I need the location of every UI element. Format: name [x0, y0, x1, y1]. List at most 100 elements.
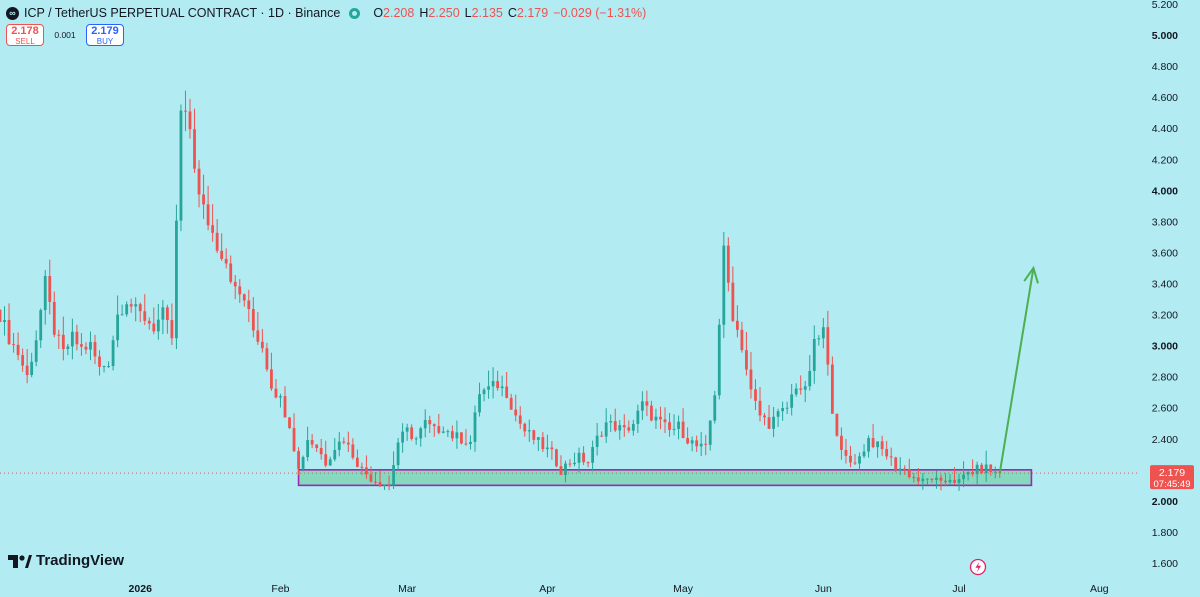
- candle: [527, 419, 531, 442]
- candle: [256, 312, 260, 345]
- candle: [695, 435, 699, 453]
- candle-body: [175, 220, 178, 339]
- candle: [342, 437, 346, 445]
- candle-body: [640, 401, 644, 411]
- candle-body: [351, 444, 355, 458]
- candle: [238, 279, 242, 303]
- candle: [862, 444, 866, 459]
- candle-body: [423, 419, 427, 429]
- candle-body: [116, 314, 120, 341]
- candle: [487, 370, 490, 399]
- candle: [333, 438, 337, 462]
- candle-body: [704, 443, 708, 445]
- candle: [450, 425, 454, 442]
- candle-body: [39, 310, 43, 341]
- candle: [564, 460, 567, 483]
- price-axis[interactable]: 5.200 5.000 4.800 4.600 4.400 4.200 4.000 3.800…: [1152, 0, 1178, 570]
- candle-body: [138, 304, 142, 312]
- price-tick-label: 5.000: [1152, 30, 1178, 42]
- candle-body: [622, 425, 626, 428]
- candle-body: [717, 324, 721, 396]
- candle: [34, 330, 38, 367]
- candle: [197, 160, 201, 208]
- candle-body: [188, 111, 192, 130]
- open-key: O: [373, 6, 384, 20]
- candle-body: [894, 457, 898, 471]
- candle: [279, 393, 282, 408]
- candle-body: [889, 456, 893, 458]
- candle-body: [491, 381, 495, 387]
- candle: [3, 306, 6, 336]
- candle: [935, 470, 938, 489]
- candle-body: [803, 386, 807, 390]
- candle-body: [840, 435, 843, 450]
- candle-body: [907, 468, 911, 478]
- candle: [147, 317, 151, 330]
- candle: [826, 310, 830, 376]
- candle: [315, 444, 319, 452]
- candle: [677, 415, 680, 440]
- candle: [858, 452, 861, 470]
- symbol-title[interactable]: ICP / TetherUS PERPETUAL CONTRACT · 1D ·…: [24, 6, 341, 20]
- candle: [708, 420, 712, 451]
- candle: [441, 426, 445, 434]
- candle-body: [7, 320, 11, 345]
- candle-body: [790, 394, 794, 408]
- sell-button[interactable]: 2.178 SELL: [6, 24, 44, 46]
- candle-body: [324, 454, 328, 466]
- candle: [89, 331, 92, 361]
- candle-body: [306, 440, 310, 458]
- time-axis[interactable]: 2026 Feb Mar Apr May Jun Jul Aug: [129, 583, 1109, 595]
- open-value: 2.208: [383, 6, 415, 20]
- buy-button[interactable]: 2.179 BUY: [86, 24, 124, 46]
- candle: [120, 304, 124, 316]
- market-status-icon[interactable]: [349, 7, 361, 19]
- candle: [509, 393, 513, 410]
- candle: [423, 409, 427, 438]
- candle: [473, 405, 477, 452]
- candle-body: [392, 465, 395, 486]
- candle: [30, 352, 34, 378]
- candle-body: [726, 245, 730, 283]
- candle: [921, 472, 925, 490]
- candle: [790, 383, 794, 416]
- candle: [939, 474, 943, 491]
- candle-body: [953, 479, 956, 483]
- candle: [622, 414, 626, 437]
- candle-body: [925, 478, 929, 480]
- candle: [161, 300, 165, 335]
- candle-body: [333, 449, 337, 460]
- lightning-icon[interactable]: [969, 558, 987, 576]
- candle: [66, 343, 70, 356]
- candle-body: [708, 420, 712, 445]
- candle-body: [740, 329, 744, 351]
- candle: [319, 438, 323, 460]
- candle-body: [785, 407, 789, 409]
- candle-body: [794, 388, 798, 395]
- candle-body: [355, 457, 359, 467]
- close-value: 2.179: [516, 6, 549, 20]
- candle: [129, 298, 133, 313]
- candle: [754, 379, 757, 411]
- candle-body: [944, 480, 947, 483]
- candle-body: [297, 451, 300, 469]
- candle-body: [247, 300, 251, 309]
- candle: [595, 422, 599, 456]
- candle-body: [876, 441, 880, 448]
- candle: [478, 382, 481, 417]
- candle: [215, 219, 219, 254]
- candle: [894, 456, 898, 472]
- candle-body: [469, 441, 472, 445]
- candle-body: [437, 426, 441, 433]
- tradingview-logo[interactable]: TradingView: [8, 552, 124, 569]
- candle: [699, 431, 703, 457]
- candle: [659, 406, 662, 430]
- candle: [469, 435, 472, 450]
- candle: [650, 400, 653, 422]
- candle: [740, 321, 744, 353]
- sell-price: 2.178: [11, 25, 39, 37]
- candle-body: [292, 428, 296, 452]
- candle: [776, 408, 780, 427]
- candle-body: [346, 442, 350, 445]
